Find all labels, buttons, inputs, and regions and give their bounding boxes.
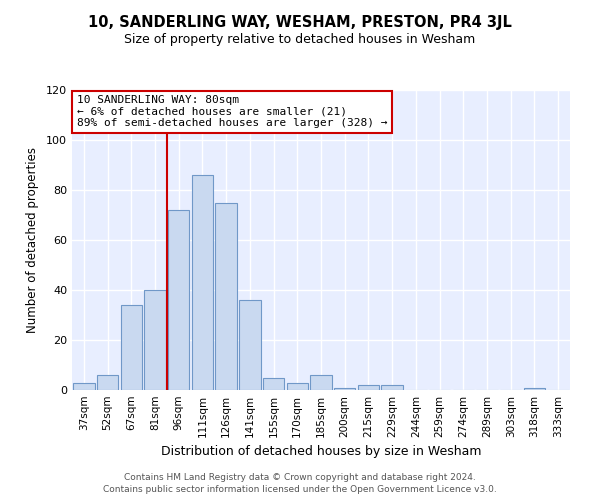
Text: Size of property relative to detached houses in Wesham: Size of property relative to detached ho… <box>124 32 476 46</box>
Bar <box>382 385 403 390</box>
Bar <box>310 375 332 390</box>
Text: 10 SANDERLING WAY: 80sqm
← 6% of detached houses are smaller (21)
89% of semi-de: 10 SANDERLING WAY: 80sqm ← 6% of detache… <box>77 95 387 128</box>
Bar <box>215 202 237 390</box>
Bar <box>73 382 95 390</box>
Bar <box>121 305 142 390</box>
Text: Contains public sector information licensed under the Open Government Licence v3: Contains public sector information licen… <box>103 484 497 494</box>
Bar <box>145 290 166 390</box>
Bar <box>192 175 213 390</box>
Y-axis label: Number of detached properties: Number of detached properties <box>26 147 39 333</box>
Bar <box>334 388 355 390</box>
Text: 10, SANDERLING WAY, WESHAM, PRESTON, PR4 3JL: 10, SANDERLING WAY, WESHAM, PRESTON, PR4… <box>88 15 512 30</box>
Bar <box>358 385 379 390</box>
Text: Contains HM Land Registry data © Crown copyright and database right 2024.: Contains HM Land Registry data © Crown c… <box>124 473 476 482</box>
Bar <box>97 375 118 390</box>
Bar <box>168 210 190 390</box>
Bar <box>239 300 260 390</box>
X-axis label: Distribution of detached houses by size in Wesham: Distribution of detached houses by size … <box>161 446 481 458</box>
Bar <box>263 378 284 390</box>
Bar <box>287 382 308 390</box>
Bar <box>524 388 545 390</box>
